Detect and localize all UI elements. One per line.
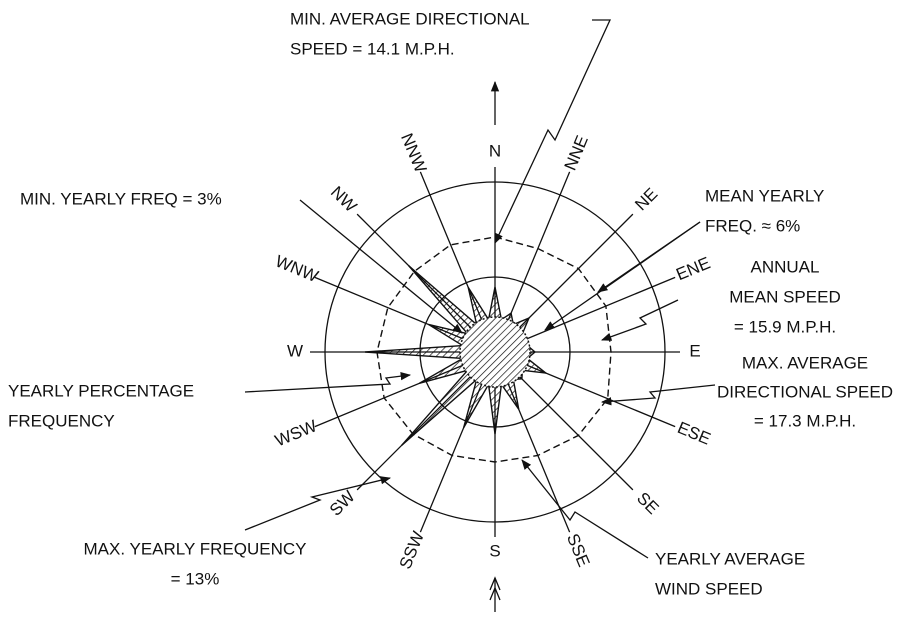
direction-label: E — [689, 341, 700, 360]
spoke — [314, 364, 463, 428]
direction-label: NNE — [561, 133, 592, 173]
spoke — [507, 171, 571, 320]
direction-label: S — [489, 541, 500, 560]
leader — [601, 299, 679, 341]
leader — [600, 384, 716, 406]
spoke — [419, 171, 483, 320]
annotation: MIN. AVERAGE DIRECTIONAL — [290, 9, 530, 28]
annotation: MAX. YEARLY FREQUENCY — [84, 539, 307, 558]
leader — [244, 372, 412, 393]
direction-label: WSW — [272, 416, 319, 450]
annotation: = 13% — [171, 569, 220, 588]
annotation: ANNUAL — [751, 257, 820, 276]
direction-label: N — [489, 141, 501, 160]
direction-label: WNW — [273, 252, 321, 287]
annotation: = 17.3 M.P.H. — [754, 411, 856, 430]
annotations: MIN. AVERAGE DIRECTIONAL SPEED = 14.1 M.… — [8, 9, 893, 598]
annotation: MEAN SPEED — [729, 287, 840, 306]
annotation: SPEED = 14.1 M.P.H. — [290, 39, 455, 58]
direction-label: NNW — [397, 131, 430, 176]
annotation: = 15.9 M.P.H. — [734, 317, 836, 336]
annotation: WIND SPEED — [655, 579, 763, 598]
annotation: MIN. YEARLY FREQ = 3% — [20, 189, 222, 208]
direction-label: NE — [631, 184, 661, 214]
annotation: MEAN YEARLY — [705, 186, 824, 205]
annotation: MAX. AVERAGE — [742, 353, 868, 372]
annotation: YEARLY AVERAGE — [655, 549, 805, 568]
spoke — [527, 276, 676, 340]
leader — [597, 221, 701, 293]
direction-label: ESE — [675, 418, 714, 449]
annotation: DIRECTIONAL SPEED — [717, 382, 893, 401]
direction-label: SE — [633, 489, 662, 518]
direction-label: SSW — [396, 529, 428, 572]
leader — [521, 459, 649, 559]
spoke — [519, 213, 634, 328]
annotation: FREQ. ≈ 6% — [705, 216, 800, 235]
leader — [244, 476, 392, 531]
spoke — [527, 364, 676, 428]
annotation: FREQUENCY — [8, 411, 115, 430]
inner-circle — [459, 316, 531, 388]
spoke — [314, 276, 463, 340]
south-arrow-head — [489, 576, 501, 601]
spoke — [356, 213, 471, 328]
spoke — [419, 384, 483, 533]
direction-label: NW — [327, 183, 360, 216]
annotation: YEARLY PERCENTAGE — [8, 381, 194, 400]
spoke — [356, 376, 471, 491]
direction-label: ENE — [673, 253, 713, 284]
direction-label: SSE — [563, 531, 594, 570]
direction-label: W — [287, 341, 303, 360]
spoke — [519, 376, 634, 491]
leader — [494, 19, 612, 244]
leader — [299, 199, 463, 334]
